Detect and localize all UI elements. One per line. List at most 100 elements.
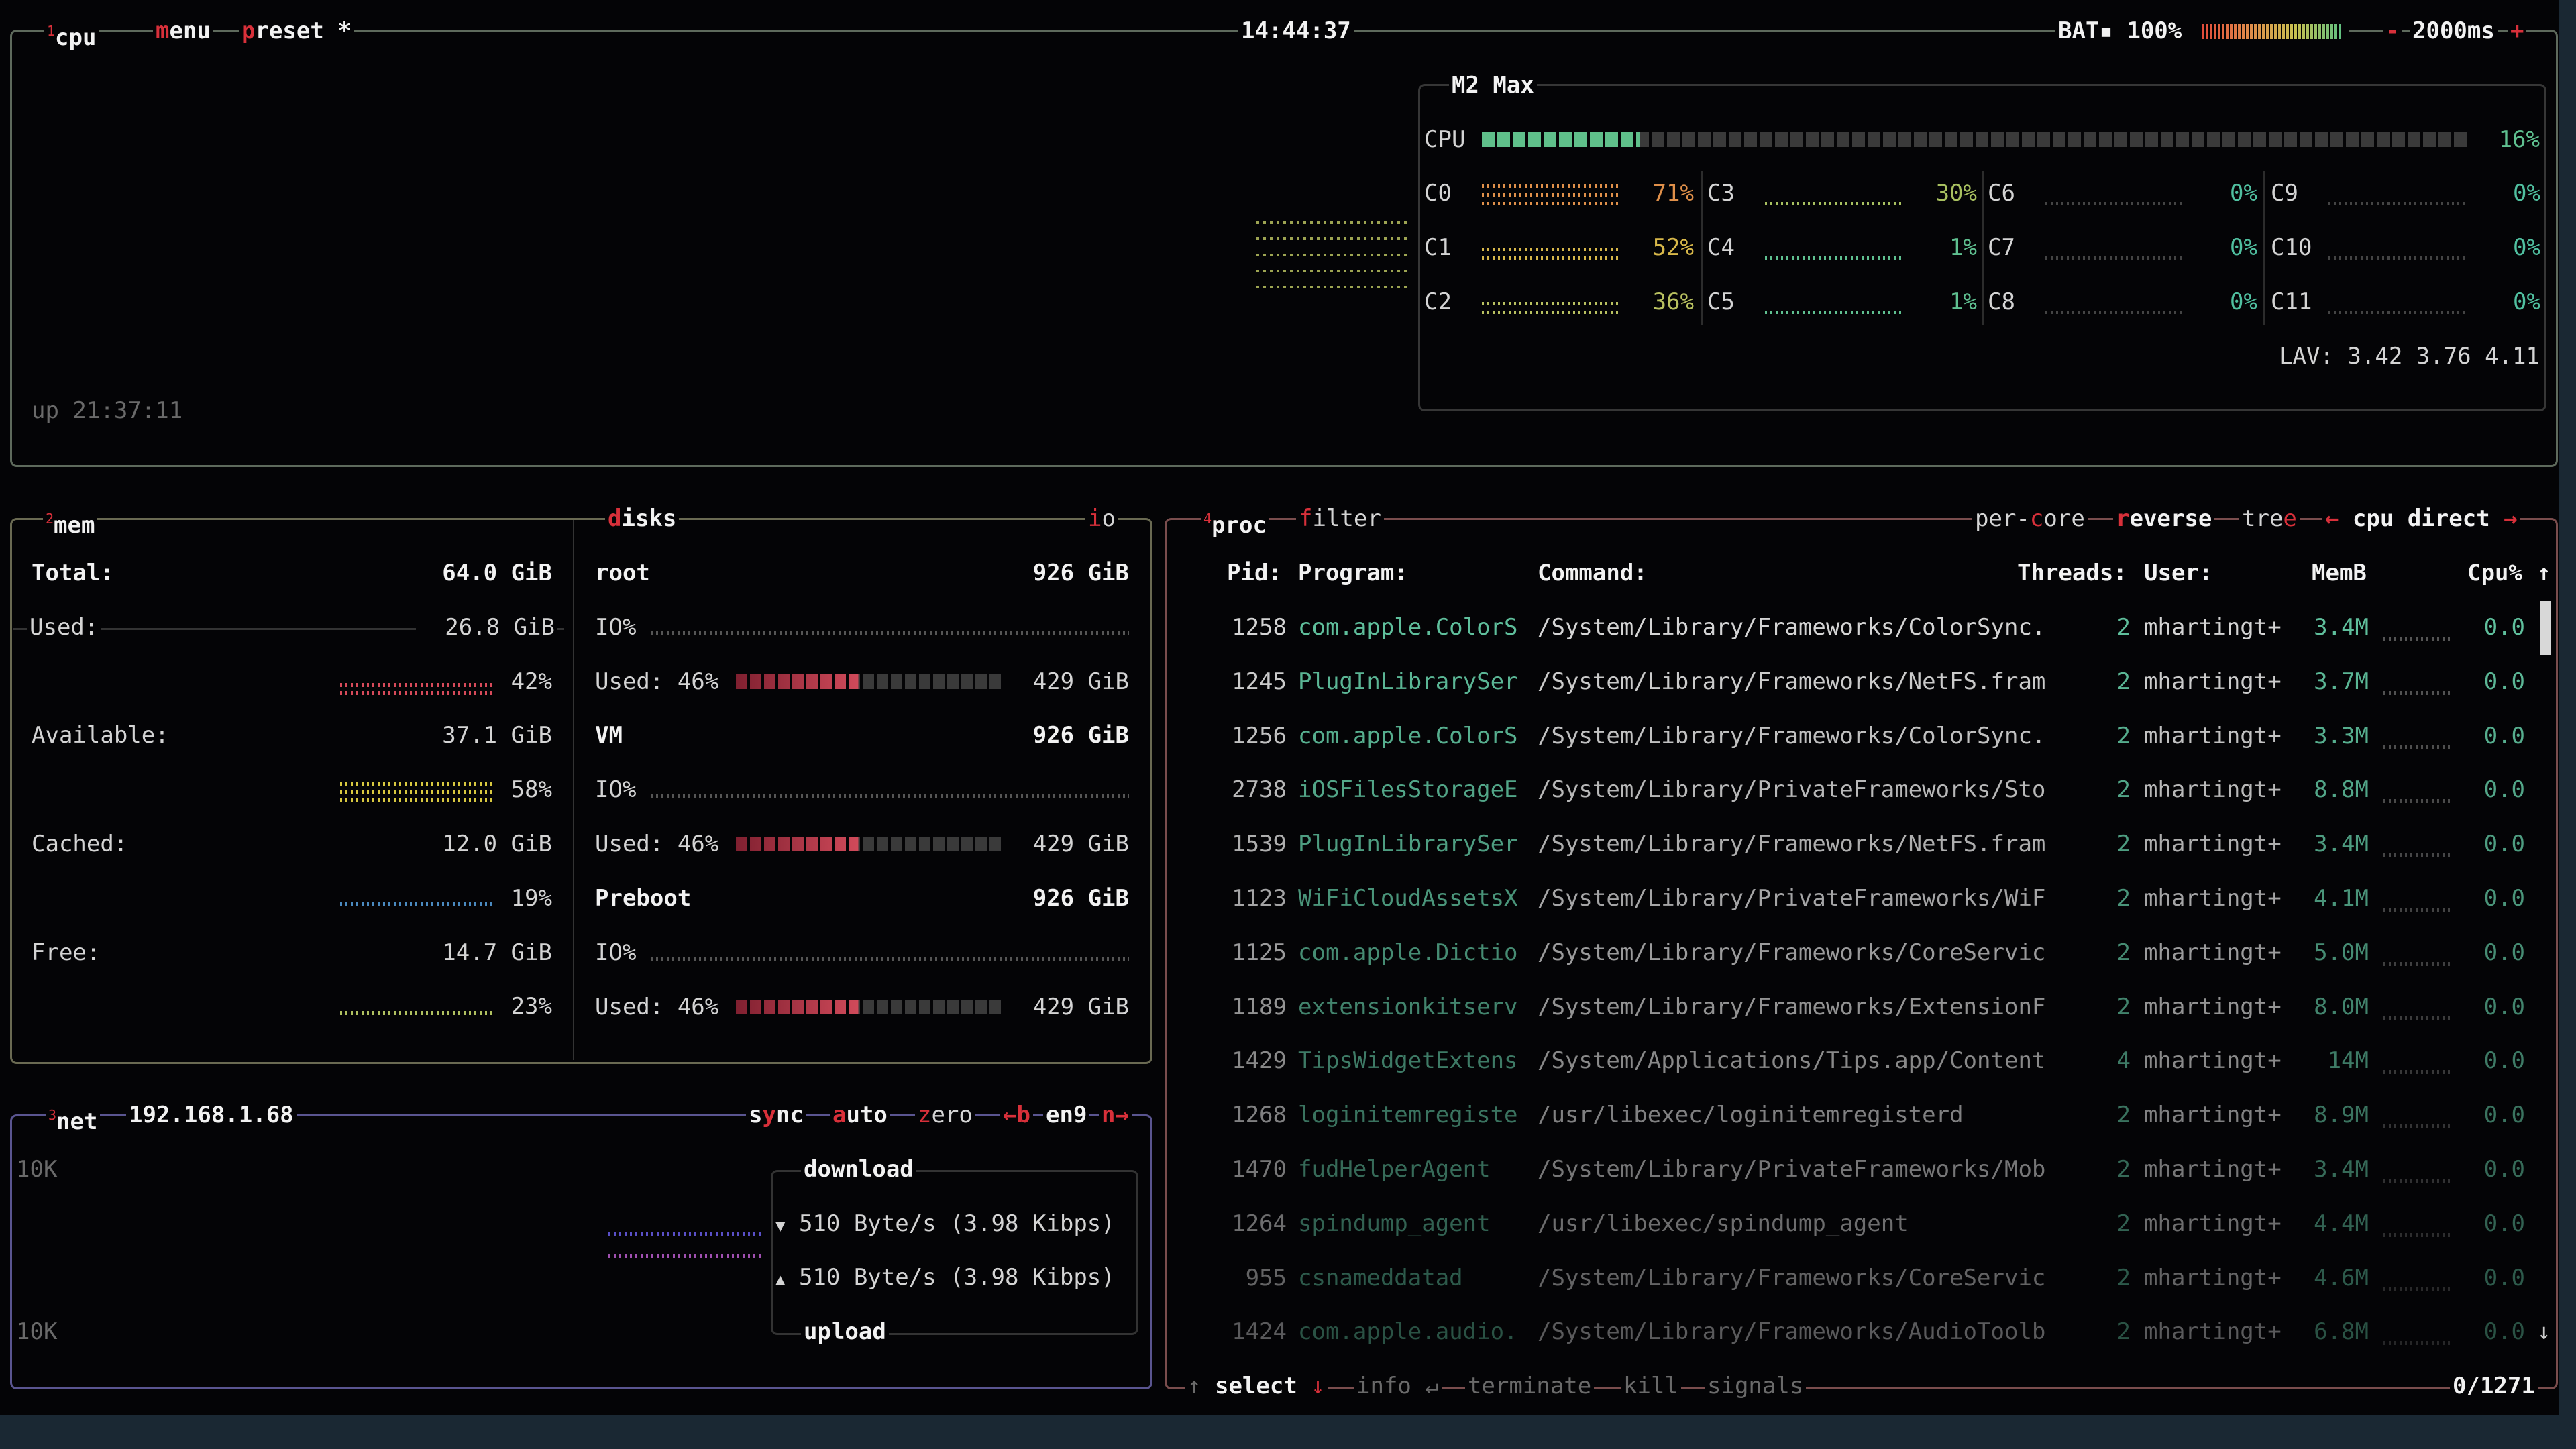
disk-name: Preboot xyxy=(595,884,692,912)
process-mem: 3.4M xyxy=(2314,830,2369,858)
net-stats-box xyxy=(771,1170,1138,1335)
kill-button[interactable]: kill xyxy=(1621,1359,1681,1413)
process-user: mhartingt+ xyxy=(2144,1318,2282,1346)
process-row[interactable]: 1245 PlugInLibrarySer/System/Library/Fram… xyxy=(1167,655,2536,708)
process-row[interactable]: 1256 com.apple.ColorS/System/Library/Fram… xyxy=(1167,709,2536,763)
process-row[interactable]: 1429 TipsWidgetExtens/System/Applications… xyxy=(1167,1034,2536,1087)
process-row[interactable]: 1189 extensionkitserv/System/Library/Fram… xyxy=(1167,980,2536,1034)
process-mem: 3.4M xyxy=(2314,614,2369,641)
process-count: 0/1271 xyxy=(2450,1359,2538,1413)
download-icon: ▼ xyxy=(775,1216,786,1235)
col-command[interactable]: Command: xyxy=(1538,559,1648,586)
process-row[interactable]: 1470 fudHelperAgent/System/Library/Privat… xyxy=(1167,1142,2536,1196)
tab-cpu[interactable]: 1cpu xyxy=(44,4,99,58)
col-program[interactable]: Program: xyxy=(1298,559,1408,586)
process-mem: 8.9M xyxy=(2314,1102,2369,1129)
process-program: PlugInLibrarySer xyxy=(1298,667,1518,695)
interval-increase-button[interactable]: + xyxy=(2508,4,2527,58)
core-percent: 36% xyxy=(1652,288,1694,315)
process-cpu-graph xyxy=(2383,1070,2453,1075)
interface-name: en9 xyxy=(1043,1088,1090,1142)
process-cpu-graph xyxy=(2383,1232,2453,1237)
process-threads: 2 xyxy=(2116,885,2131,912)
tree-toggle[interactable]: tree xyxy=(2239,492,2300,545)
disk-io-label: IO% xyxy=(595,614,637,641)
process-program: com.apple.Dictio xyxy=(1298,938,1518,966)
auto-toggle[interactable]: auto xyxy=(830,1088,890,1142)
process-row[interactable]: 1258 com.apple.ColorS/System/Library/Fram… xyxy=(1167,600,2536,654)
process-cpu: 0.0 xyxy=(2483,1210,2525,1237)
process-cpu-graph xyxy=(2383,1287,2453,1291)
tab-mem[interactable]: 2mem xyxy=(43,492,98,545)
process-row[interactable]: 1264 spindump_agent/usr/libexec/spindump_… xyxy=(1167,1197,2536,1250)
terminal-window: 1cpu menu preset * 14:44:37 BAT▪ 100% - … xyxy=(0,0,2559,1415)
process-command: /System/Library/Frameworks/CoreServic xyxy=(1538,1264,2046,1291)
scrollbar[interactable] xyxy=(2540,601,2551,655)
upload-rate: ▲ 510 Byte/s (3.98 Kibps) xyxy=(775,1264,1115,1291)
select-control[interactable]: ↑ select ↓ xyxy=(1185,1359,1328,1413)
io-toggle[interactable]: io xyxy=(1085,492,1118,545)
signals-button[interactable]: signals xyxy=(1705,1359,1807,1413)
disks-toggle[interactable]: disks xyxy=(605,492,680,545)
core-label: C2 xyxy=(1424,288,1452,315)
info-button[interactable]: info ↵ xyxy=(1354,1359,1442,1413)
tab-net[interactable]: 3net xyxy=(46,1088,101,1142)
process-threads: 2 xyxy=(2116,1264,2131,1291)
net-scale-top: 10K xyxy=(16,1156,58,1183)
process-cpu-graph xyxy=(2383,908,2453,912)
menu-button[interactable]: menu xyxy=(153,4,213,58)
col-threads[interactable]: Threads: xyxy=(2017,559,2127,586)
col-cpu[interactable]: Cpu% xyxy=(2467,559,2522,586)
process-pid: 955 xyxy=(1245,1264,1287,1291)
sync-toggle[interactable]: sync xyxy=(746,1088,806,1142)
process-cpu: 0.0 xyxy=(2483,722,2525,749)
process-pid: 1268 xyxy=(1232,1102,1287,1129)
per-core-toggle[interactable]: per-core xyxy=(1972,492,2088,545)
mem-cached-percent: 19% xyxy=(511,885,552,912)
process-cpu-graph xyxy=(2383,961,2453,966)
cpu-history-graph xyxy=(1256,221,1409,302)
reverse-toggle[interactable]: reverse xyxy=(2113,492,2215,545)
process-row[interactable]: 1125 com.apple.Dictio/System/Library/Fram… xyxy=(1167,926,2536,979)
process-row[interactable]: 1268 loginitemregiste/usr/libexec/loginit… xyxy=(1167,1088,2536,1142)
net-scale-bottom: 10K xyxy=(16,1318,58,1345)
mem-available-label: Available: xyxy=(32,722,169,749)
sort-selector[interactable]: ← cpu direct → xyxy=(2322,492,2520,545)
preset-button[interactable]: preset * xyxy=(239,4,354,58)
mem-free-graph xyxy=(340,1011,493,1015)
sort-prev-icon: ← xyxy=(2325,505,2339,532)
next-interface-button[interactable]: n→ xyxy=(1099,1088,1132,1142)
process-cpu: 0.0 xyxy=(2483,1264,2525,1291)
prev-interface-button[interactable]: ←b xyxy=(1000,1088,1033,1142)
col-pid[interactable]: Pid: xyxy=(1227,559,1282,586)
core-label: C9 xyxy=(2271,180,2298,207)
interval-decrease-button[interactable]: - xyxy=(2383,4,2402,58)
process-row[interactable]: 1539 PlugInLibrarySer/System/Library/Fram… xyxy=(1167,817,2536,871)
col-user[interactable]: User: xyxy=(2144,559,2213,586)
process-command: /System/Library/PrivateFrameworks/Sto xyxy=(1538,776,2046,804)
filter-button[interactable]: filter xyxy=(1296,492,1384,545)
terminate-button[interactable]: terminate xyxy=(1465,1359,1595,1413)
zero-toggle[interactable]: zero xyxy=(915,1088,975,1142)
process-row[interactable]: 955 csnameddatad/System/Library/Framework… xyxy=(1167,1251,2536,1305)
mem-free-percent: 23% xyxy=(511,993,552,1020)
process-mem: 5.0M xyxy=(2314,938,2369,966)
disk-used-value: 429 GiB xyxy=(1032,993,1129,1020)
process-program: iOSFilesStorageE xyxy=(1298,776,1518,804)
scroll-down-icon[interactable]: ↓ xyxy=(2537,1318,2551,1345)
process-program: loginitemregiste xyxy=(1298,1102,1518,1129)
process-pid: 1125 xyxy=(1232,938,1287,966)
process-row[interactable]: 2738 iOSFilesStorageE/System/Library/Priv… xyxy=(1167,763,2536,816)
download-rate: ▼ 510 Byte/s (3.98 Kibps) xyxy=(775,1210,1115,1237)
process-user: mhartingt+ xyxy=(2144,1264,2282,1291)
core-graph xyxy=(2328,197,2467,205)
cpu-total-meter xyxy=(1482,132,2468,147)
disk-used-label: Used: 46% xyxy=(595,830,719,858)
mem-used-value: 26.8 GiB xyxy=(416,600,557,654)
process-row[interactable]: 1424 com.apple.audio. /System/Library/Fram… xyxy=(1167,1305,2536,1358)
tab-proc[interactable]: 4proc xyxy=(1201,492,1269,545)
process-user: mhartingt+ xyxy=(2144,667,2282,695)
col-mem[interactable]: MemB xyxy=(2312,559,2367,586)
process-row[interactable]: 1123 WiFiCloudAssetsX/System/Library/Priv… xyxy=(1167,871,2536,925)
disk-used-meter xyxy=(736,674,1002,689)
